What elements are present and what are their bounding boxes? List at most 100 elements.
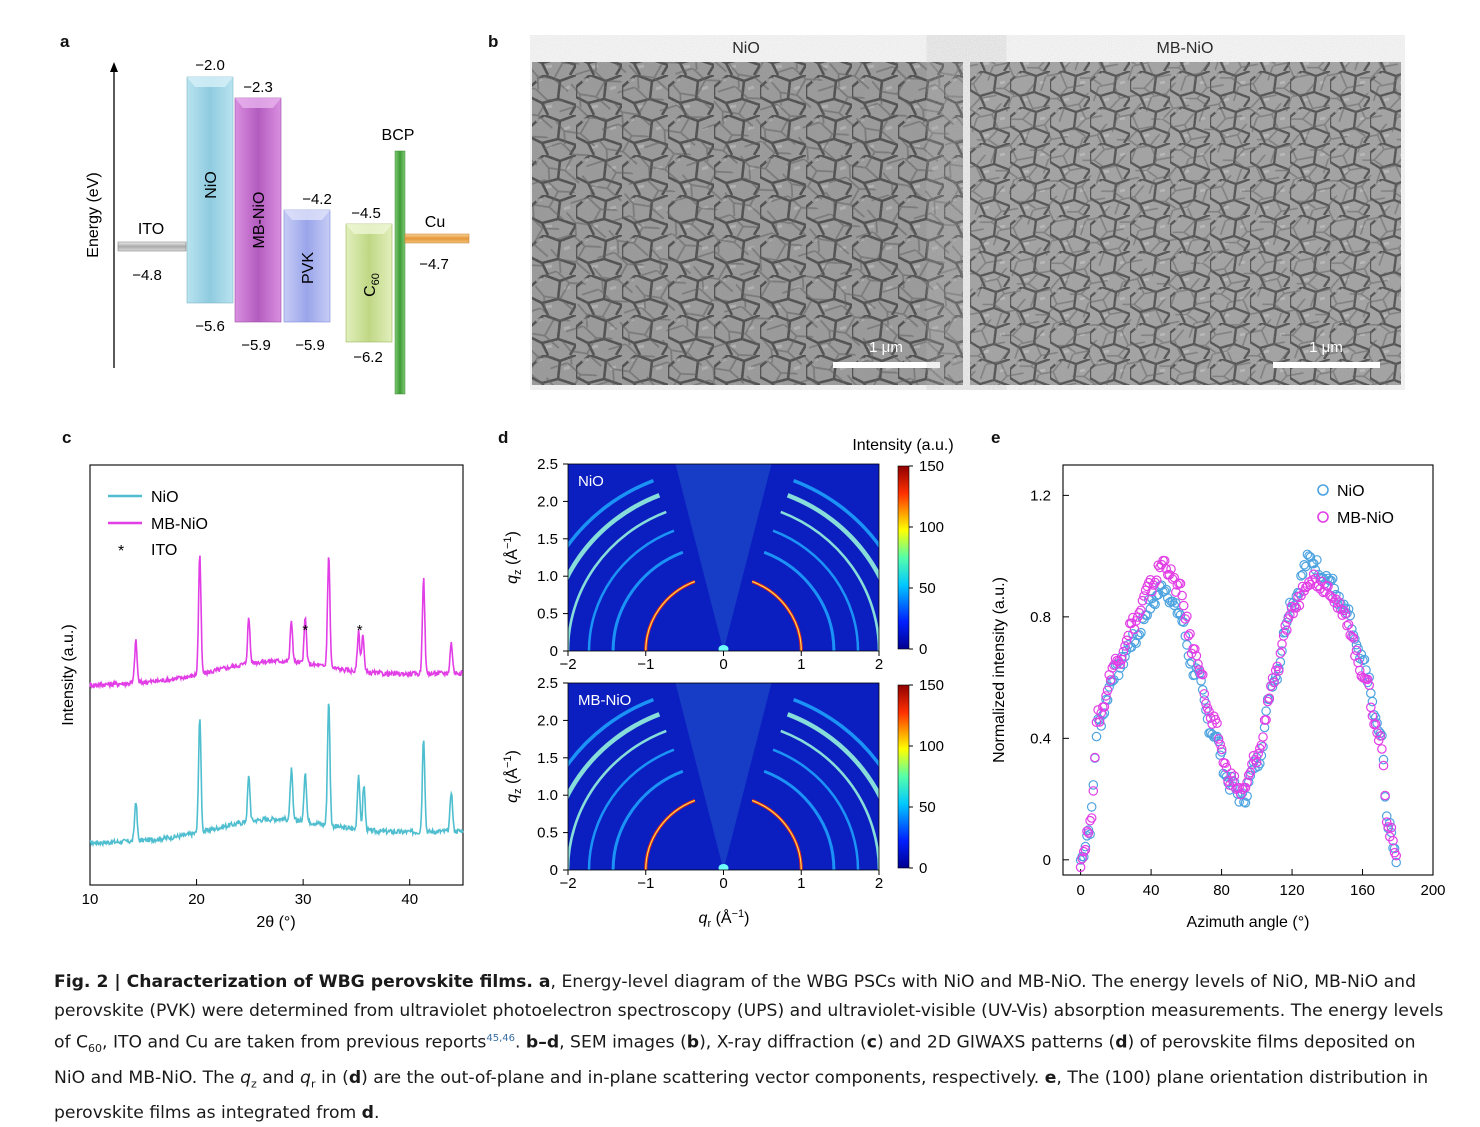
giwaxs-label: NiO	[578, 473, 604, 490]
giwaxs-ytick: 1.5	[537, 531, 558, 548]
azimuth-point	[1242, 777, 1252, 788]
azimuth-point	[1261, 715, 1271, 725]
azimuth-point	[1261, 706, 1271, 716]
azimuth-point	[1212, 718, 1222, 728]
giwaxs-ytick: 0	[550, 862, 558, 879]
azimuth-point	[1158, 587, 1168, 597]
azimuth-point	[1196, 676, 1206, 686]
azimuth-point	[1346, 624, 1357, 634]
azimuth-point	[1220, 758, 1230, 768]
azimuth-point	[1327, 573, 1338, 584]
cu-level: −4.7	[419, 256, 449, 273]
azimuth-point	[1194, 665, 1205, 675]
azimuth-point	[1120, 651, 1130, 662]
azimuth-point	[1281, 625, 1292, 635]
azimuth-point	[1171, 598, 1181, 608]
azimuth-point	[1373, 735, 1384, 746]
azimuth-point	[1110, 653, 1121, 664]
giwaxs-ytick: 0.5	[537, 606, 558, 623]
xrd-series-nio	[89, 703, 464, 848]
azimuth-xtick: 80	[1213, 882, 1230, 899]
giwaxs-pattern-mb-nio: MB-NiO 0 0.5 1.0 1.5 2.0 2.5 −2 −1 0 1 2 qz (Å−1) 0 50…	[502, 675, 944, 892]
azimuth-point	[1177, 590, 1187, 601]
azimuth-point	[1229, 771, 1240, 781]
azimuth-point	[1343, 619, 1354, 630]
azimuth-point	[1334, 597, 1344, 607]
xrd-ito-star: *	[302, 622, 308, 639]
azimuth-point	[1166, 564, 1176, 574]
giwaxs-xtick: 0	[719, 656, 727, 673]
nio-label: NiO	[203, 171, 220, 199]
caption-title: Fig. 2 | Characterization of WBG perovsk…	[54, 972, 533, 992]
azimuth-point	[1213, 734, 1224, 744]
azimuth-point	[1180, 614, 1191, 624]
azimuth-point	[1251, 757, 1262, 768]
colorbar-tick: 100	[919, 738, 944, 755]
azimuth-point	[1378, 754, 1389, 765]
azimuth-point	[1163, 593, 1173, 603]
azimuth-point	[1083, 825, 1094, 835]
azimuth-point	[1128, 612, 1138, 623]
azimuth-xlabel: Azimuth angle (°)	[1187, 914, 1310, 931]
panel-letter-a: a	[60, 32, 70, 51]
giwaxs-ytick: 0.5	[537, 825, 558, 842]
azimuth-point	[1148, 580, 1159, 590]
azimuth-point	[1326, 592, 1336, 602]
azimuth-legend-nio: NiO	[1337, 483, 1365, 500]
azimuth-point	[1258, 732, 1268, 742]
azimuth-ytick: 0.8	[1030, 609, 1051, 626]
mbnio-homo: −5.9	[241, 337, 271, 354]
azimuth-point	[1183, 631, 1194, 641]
azimuth-point	[1136, 605, 1146, 616]
giwaxs-colorbar	[897, 684, 910, 869]
xrd-ito-star: *	[357, 622, 363, 639]
colorbar-tick: 0	[919, 860, 927, 877]
xrd-xtick: 30	[295, 891, 312, 908]
xrd-legend: NiO MB-NiO * ITO	[108, 489, 208, 560]
azimuth-point	[1161, 564, 1171, 574]
azimuth-point	[1137, 595, 1148, 606]
azimuth-point	[1085, 815, 1095, 826]
azimuth-point	[1294, 600, 1305, 611]
azimuth-xtick: 160	[1350, 882, 1375, 899]
azimuth-point	[1358, 655, 1368, 666]
xrd-xtick: 20	[188, 891, 205, 908]
xrd-xlabel: 2θ (°)	[256, 914, 295, 931]
azimuth-point	[1091, 717, 1102, 727]
azimuth-point	[1302, 549, 1313, 560]
giwaxs-xtick: −2	[559, 875, 576, 892]
bcp-label: BCP	[382, 127, 415, 144]
azimuth-point	[1115, 659, 1126, 669]
azimuth-point	[1375, 731, 1386, 741]
giwaxs-ylabel: qz (Å−1)	[502, 750, 524, 803]
colorbar-tick: 100	[919, 519, 944, 536]
azimuth-point	[1120, 641, 1130, 651]
azimuth-point	[1296, 571, 1306, 581]
energy-axis-label: Energy (eV)	[85, 172, 102, 257]
azimuth-point	[1123, 630, 1133, 641]
azimuth-xtick: 0	[1076, 882, 1084, 899]
azimuth-point	[1362, 674, 1373, 685]
giwaxs-ytick: 2.0	[537, 493, 558, 510]
azimuth-point	[1212, 731, 1222, 742]
azimuth-point	[1150, 599, 1160, 610]
panel-letter-b: b	[488, 32, 499, 51]
azimuth-point	[1178, 600, 1189, 611]
azimuth-point	[1090, 752, 1100, 763]
scale-bar-mbnio	[1273, 362, 1380, 368]
scale-label-mbnio: 1 μm	[1309, 339, 1343, 356]
giwaxs-xtick: 1	[797, 656, 805, 673]
azimuth-point	[1381, 817, 1392, 827]
azimuth-point	[1175, 578, 1186, 589]
azimuth-point	[1228, 776, 1238, 786]
azimuth-point	[1215, 739, 1225, 750]
azimuth-point	[1083, 827, 1094, 838]
azimuth-xtick: 120	[1280, 882, 1305, 899]
nio-lumo: −2.0	[195, 57, 225, 74]
azimuth-point	[1391, 857, 1401, 868]
giwaxs-xtick: 2	[875, 656, 883, 673]
azimuth-point	[1229, 777, 1240, 787]
caption-refs[interactable]: 45,46	[486, 1033, 515, 1044]
azimuth-point	[1340, 609, 1351, 619]
sem-image-nio: 1 μm	[532, 62, 963, 385]
